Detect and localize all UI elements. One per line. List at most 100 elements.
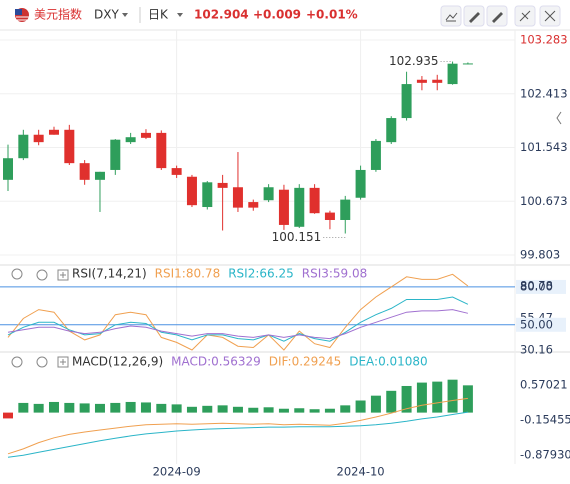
macd-icons bbox=[11, 356, 69, 368]
candle-body bbox=[416, 79, 427, 83]
candle-body bbox=[432, 79, 443, 83]
y-tick-label: 99.803 bbox=[520, 248, 560, 262]
indicator-line bbox=[7, 296, 469, 342]
tick-label-box bbox=[516, 317, 566, 332]
histogram-bar bbox=[33, 403, 44, 413]
flag-icon bbox=[15, 8, 29, 22]
histogram-bar bbox=[401, 385, 412, 413]
collapse-icon[interactable] bbox=[556, 111, 562, 125]
indicator-line bbox=[7, 273, 469, 351]
legend-entry: MACD:0.56329 bbox=[171, 355, 261, 369]
candle-body bbox=[94, 171, 105, 180]
indicator-line bbox=[7, 397, 468, 455]
histogram-bar bbox=[416, 382, 427, 413]
histogram-bar bbox=[18, 402, 29, 413]
histogram-bar bbox=[110, 402, 121, 413]
histogram-bar bbox=[447, 379, 458, 413]
candle-body bbox=[18, 134, 29, 159]
y-tick-label: 80.00 bbox=[520, 279, 553, 293]
histogram-bar bbox=[48, 401, 59, 413]
candle-body bbox=[48, 129, 59, 135]
histogram-bar bbox=[125, 401, 136, 413]
indicator-title: RSI(7,14,21) bbox=[72, 267, 147, 281]
candle-body bbox=[79, 163, 90, 180]
symbol-name[interactable]: 美元指数 bbox=[34, 7, 82, 22]
legend-entry: RSI2:66.25 bbox=[228, 267, 294, 281]
indicator-title: MACD(12,26,9) bbox=[72, 355, 163, 369]
candle-body bbox=[355, 169, 366, 198]
dropdown-arrow[interactable] bbox=[177, 13, 183, 17]
candle-body bbox=[33, 134, 44, 143]
high-annotation: 102.935 bbox=[389, 54, 439, 68]
histogram-bar bbox=[324, 408, 335, 413]
histogram-bar bbox=[248, 407, 259, 413]
histogram-bar bbox=[94, 403, 105, 413]
y-tick-label: 102.413 bbox=[520, 86, 568, 100]
legend-entry: RSI1:80.78 bbox=[155, 267, 221, 281]
histogram-bar bbox=[432, 381, 443, 413]
candle-body bbox=[370, 140, 381, 170]
histogram-bar bbox=[263, 407, 274, 413]
candle-body bbox=[64, 129, 75, 164]
legend-entry: DIF:0.29245 bbox=[269, 355, 341, 369]
histogram-bar bbox=[386, 390, 397, 413]
indicator-line bbox=[7, 309, 469, 340]
histogram-bar bbox=[79, 403, 90, 413]
histogram-bar bbox=[294, 408, 305, 413]
histogram-bar bbox=[340, 405, 351, 413]
histogram-bar bbox=[156, 403, 167, 413]
histogram-bar bbox=[3, 412, 13, 419]
candle-body bbox=[386, 118, 397, 143]
candle-body bbox=[156, 132, 167, 169]
histogram-bar bbox=[64, 402, 75, 413]
indicator-line bbox=[7, 411, 468, 458]
y-tick-label: 30.16 bbox=[520, 342, 553, 356]
legend-entry: RSI3:59.08 bbox=[302, 267, 368, 281]
y-tick-label: -0.15455 bbox=[520, 413, 570, 427]
candle-body bbox=[340, 199, 351, 220]
histogram-bar bbox=[140, 402, 151, 413]
histogram-bar bbox=[171, 404, 182, 413]
legend-entry: DEA:0.01080 bbox=[349, 355, 428, 369]
candle-body bbox=[447, 63, 458, 85]
candle-body bbox=[248, 202, 259, 208]
candle-body bbox=[324, 212, 335, 220]
low-annotation: 100.151 bbox=[272, 230, 322, 244]
candle-body bbox=[294, 187, 305, 227]
histogram-bar bbox=[309, 409, 320, 413]
candle-body bbox=[3, 158, 13, 180]
rsi-icons bbox=[11, 268, 69, 281]
x-tick-label: 2024-10 bbox=[337, 465, 385, 479]
histogram-bar bbox=[462, 385, 473, 413]
toolbar bbox=[440, 5, 561, 27]
histogram-bar bbox=[217, 405, 228, 413]
candle-body bbox=[401, 84, 412, 119]
dropdown-arrow[interactable] bbox=[122, 13, 128, 17]
histogram-bar bbox=[232, 406, 243, 413]
x-tick-label: 2024-09 bbox=[153, 465, 201, 479]
tick-label-box bbox=[516, 279, 566, 294]
histogram-bar bbox=[370, 395, 381, 413]
y-tick-label: -0.87930 bbox=[520, 448, 570, 462]
candle-body bbox=[110, 139, 121, 170]
y-tick-label: 103.283 bbox=[520, 33, 568, 47]
period[interactable]: 日K bbox=[148, 8, 169, 22]
candle-body bbox=[202, 182, 213, 208]
change: +0.009 bbox=[253, 8, 301, 22]
candle-body bbox=[309, 187, 320, 214]
last-price: 102.904 bbox=[194, 8, 249, 22]
candle-body bbox=[462, 63, 473, 65]
histogram-bar bbox=[186, 406, 197, 413]
candle-body bbox=[171, 168, 182, 175]
y-tick-label: 50.00 bbox=[520, 317, 553, 331]
candle-body bbox=[140, 132, 151, 138]
histogram-bar bbox=[355, 400, 366, 413]
candle-body bbox=[263, 187, 274, 201]
y-tick-label: 0.57021 bbox=[520, 378, 568, 392]
symbol-code[interactable]: DXY bbox=[94, 8, 119, 22]
y-tick-label: 100.673 bbox=[520, 194, 568, 208]
histogram-bar bbox=[202, 405, 213, 413]
y-tick-label: 80.78 bbox=[520, 278, 553, 292]
